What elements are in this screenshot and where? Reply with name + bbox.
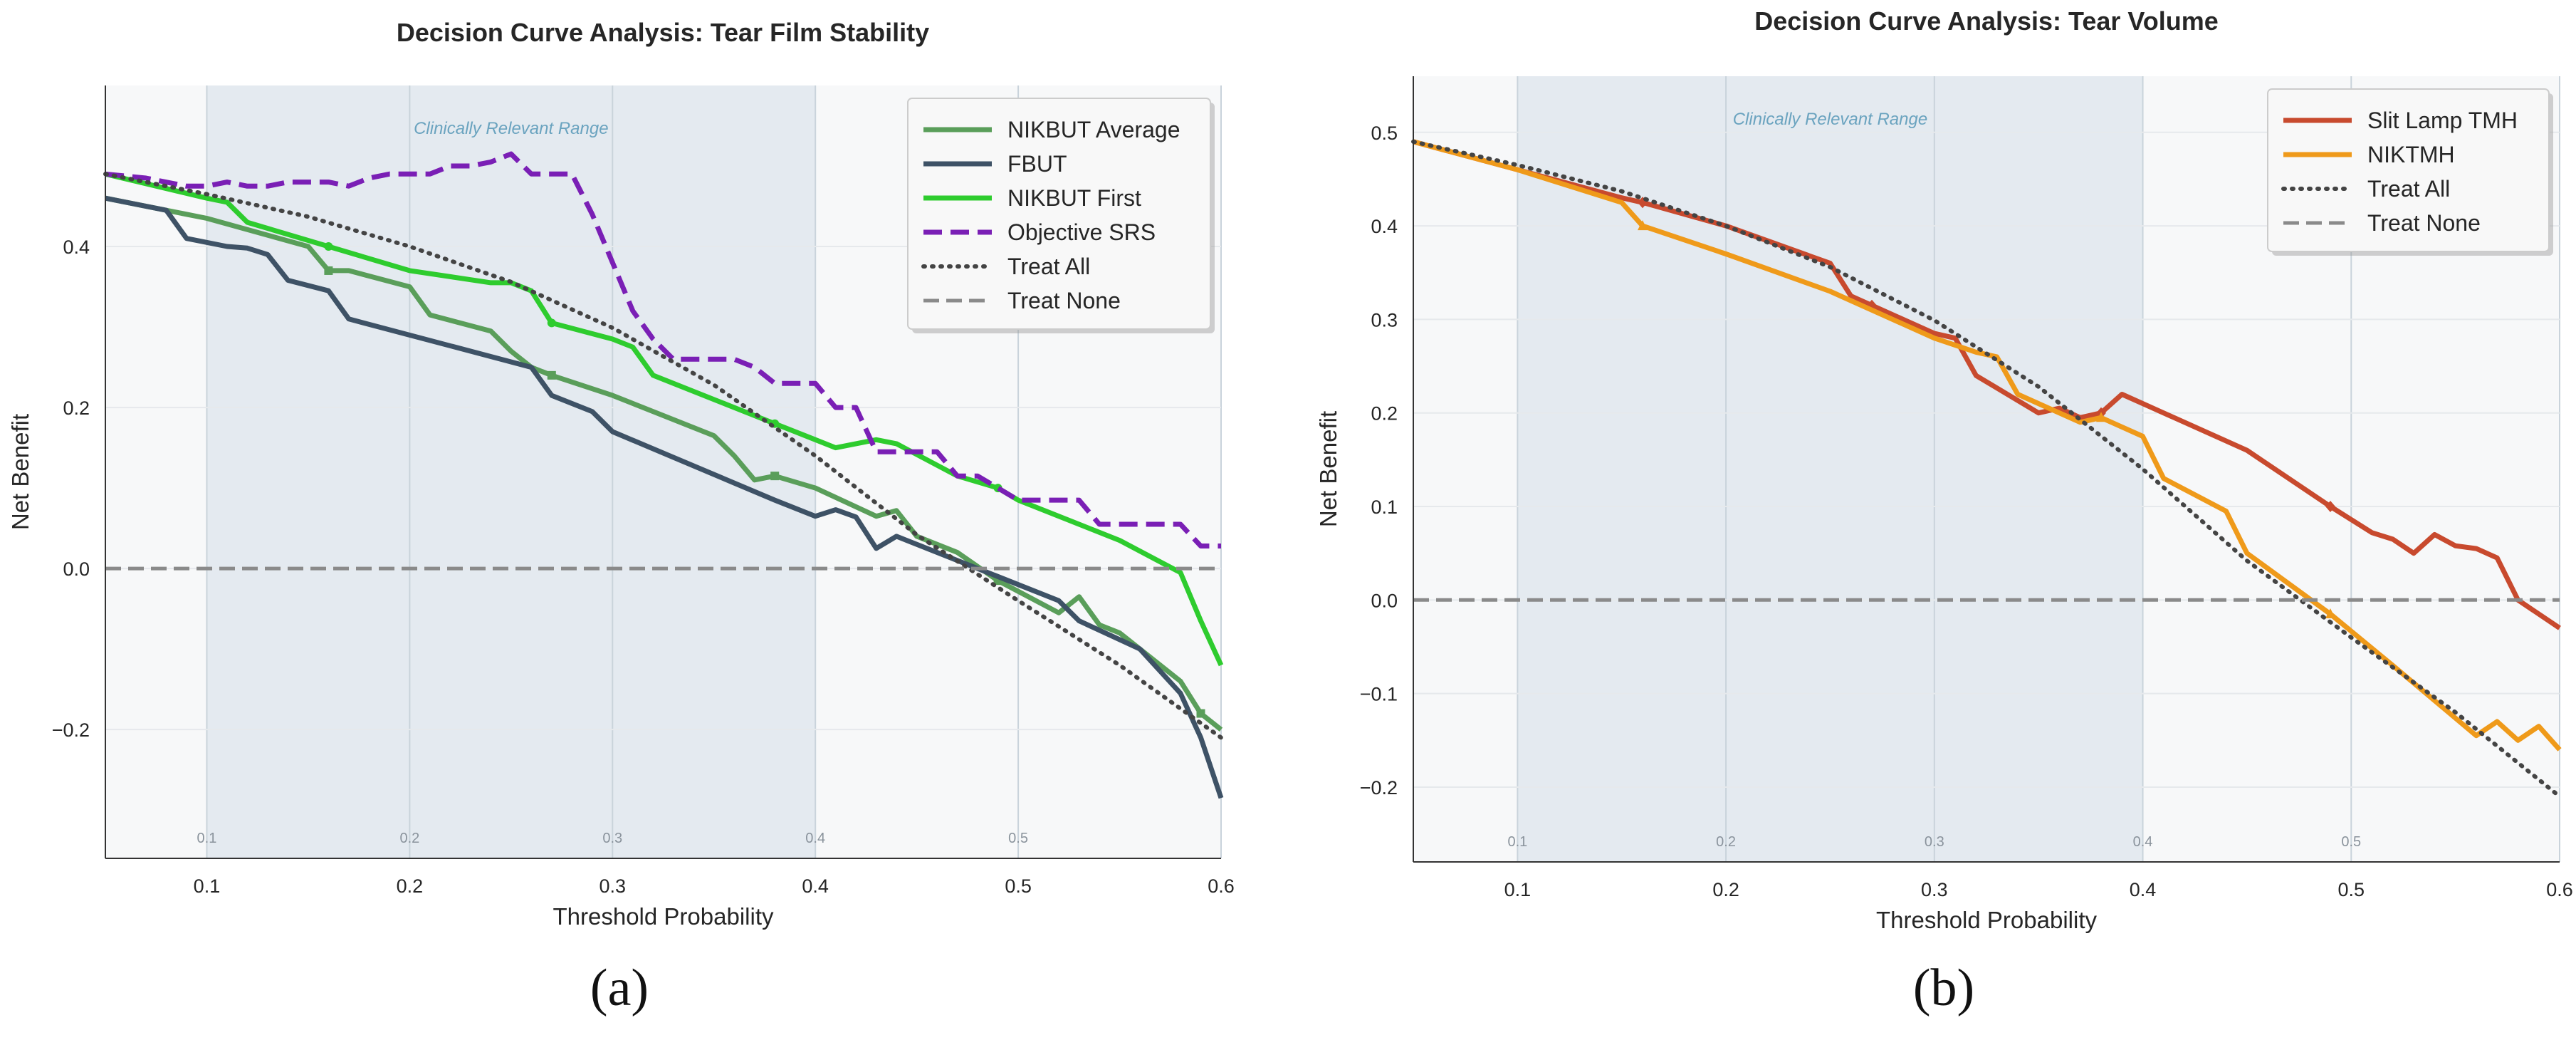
x-tick-label: 0.3: [599, 875, 626, 897]
x-tick-label: 0.2: [1712, 879, 1739, 900]
x-axis-label: Threshold Probability: [1876, 907, 2097, 933]
legend-label-objective-srs: Objective SRS: [1007, 219, 1156, 245]
y-tick-label: −0.1: [1360, 684, 1398, 705]
legend: Slit Lamp TMH NIKTMH Treat All Treat None: [2267, 88, 2553, 256]
y-tick-label: 0.4: [63, 236, 90, 258]
series-line-treat-all: [1411, 139, 2562, 799]
marker-nikbut-first: [547, 318, 556, 328]
inner-tick-label: 0.5: [1008, 831, 1028, 846]
x-tick-label: 0.1: [1504, 879, 1532, 900]
legend-label-treat-none: Treat None: [2367, 210, 2481, 236]
inner-tick-label: 0.3: [602, 831, 622, 846]
y-axis-label: Net Benefit: [7, 414, 33, 530]
y-tick-label: −0.2: [52, 719, 90, 741]
inner-tick-label: 0.1: [1507, 834, 1527, 850]
inner-tick-label: 0.2: [399, 831, 419, 846]
marker-niktmh: [2096, 412, 2106, 422]
legend-label-treat-all: Treat All: [1007, 254, 1090, 279]
chart-title: Decision Curve Analysis: Tear Volume: [1754, 6, 2219, 36]
x-tick-label: 0.1: [194, 875, 221, 897]
inner-tick-label: 0.4: [2133, 834, 2153, 850]
inner-tick-label: 0.4: [805, 831, 825, 846]
y-tick-label: 0.5: [1371, 123, 1398, 144]
marker-nikbut-average: [324, 266, 333, 275]
chart-title: Decision Curve Analysis: Tear Film Stabi…: [397, 18, 929, 47]
y-tick-label: 0.1: [1371, 496, 1398, 518]
legend-label-slit-lamp-tmh: Slit Lamp TMH: [2367, 108, 2518, 133]
inner-tick-label: 0.1: [197, 831, 217, 846]
legend-box: [907, 98, 1211, 330]
series-line-slit-lamp-tmh: [1413, 139, 2561, 630]
x-tick-label: 0.2: [397, 875, 424, 897]
range-label: Clinically Relevant Range: [414, 119, 608, 138]
marker-slit-lamp-tmh: [2325, 501, 2335, 513]
legend-label-treat-none: Treat None: [1007, 288, 1121, 313]
series-line-treat-all: [103, 172, 1223, 740]
legend-label-fbut: FBUT: [1007, 151, 1067, 177]
legend-label-nikbut-average: NIKBUT Average: [1007, 117, 1180, 142]
y-tick-label: 0.2: [1371, 403, 1398, 425]
marker-niktmh: [2325, 608, 2335, 619]
clinically-relevant-range: [206, 85, 816, 858]
clinically-relevant-range: [1517, 76, 2143, 862]
chart-panel-a: Clinically Relevant Range 0.1 0.2 0.3 0.4 0.5…: [7, 18, 1235, 930]
legend-label-treat-all: Treat All: [2367, 176, 2450, 202]
x-tick-label: 0.3: [1921, 879, 1948, 900]
range-label: Clinically Relevant Range: [1733, 110, 1927, 129]
y-tick-label: −0.2: [1360, 777, 1398, 799]
x-tick-label: 0.5: [1005, 875, 1032, 897]
marker-nikbut-first: [324, 242, 333, 251]
inner-tick-label: 0.2: [1716, 834, 1736, 850]
marker-nikbut-average: [770, 472, 780, 481]
inner-tick-label: 0.3: [1925, 834, 1944, 850]
legend: NIKBUT Average FBUT NIKBUT First Objective …: [907, 98, 1215, 333]
legend-box: [2267, 88, 2550, 252]
y-tick-label: 0.0: [1371, 590, 1398, 611]
series-line-objective-srs: [105, 151, 1221, 548]
inner-tick-label: 0.5: [2341, 834, 2361, 850]
x-tick-label: 0.6: [1208, 875, 1235, 897]
marker-niktmh: [1638, 220, 1648, 231]
x-tick-label: 0.4: [2130, 879, 2157, 900]
panel-label-a: (a): [590, 959, 649, 1017]
chart-panel-b: Clinically Relevant Range 0.1 0.2 0.3 0.4 0.5…: [1315, 6, 2573, 933]
marker-nikbut-average: [1196, 709, 1205, 718]
y-tick-label: 0.4: [1371, 216, 1398, 237]
panel-label-b: (b): [1912, 959, 1975, 1017]
y-axis-label: Net Benefit: [1315, 411, 1341, 527]
x-tick-label: 0.5: [2337, 879, 2365, 900]
legend-label-niktmh: NIKTMH: [2367, 142, 2455, 167]
marker-nikbut-average: [547, 370, 556, 380]
series-line-nikbut-average: [105, 195, 1223, 732]
x-tick-label: 0.6: [2546, 879, 2573, 900]
y-tick-label: 0.2: [63, 397, 90, 419]
y-tick-label: 0.3: [1371, 309, 1398, 331]
y-tick-label: 0.0: [63, 558, 90, 580]
series-line-fbut: [105, 195, 1224, 799]
x-axis-label: Threshold Probability: [553, 903, 774, 930]
legend-label-nikbut-first: NIKBUT First: [1007, 185, 1141, 211]
x-tick-label: 0.4: [802, 875, 829, 897]
